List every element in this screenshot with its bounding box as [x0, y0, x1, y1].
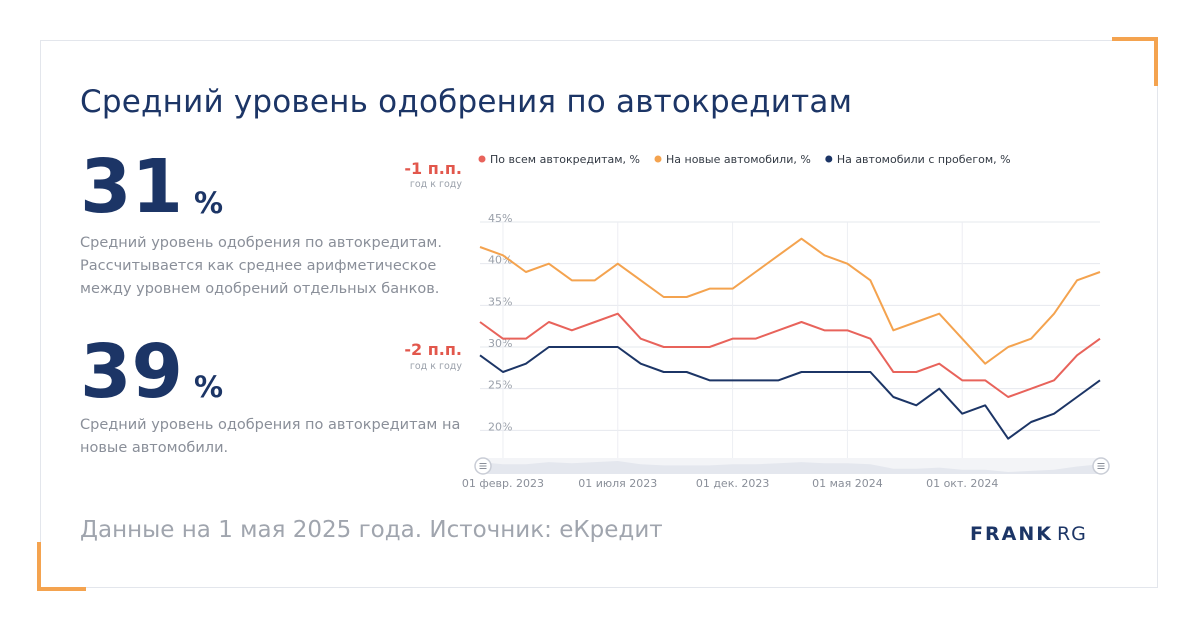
x-tick-label: 01 июля 2023	[578, 477, 657, 490]
stat-description-all: Средний уровень одобрения по автокредита…	[80, 235, 442, 297]
x-tick-label: 01 февр. 2023	[462, 477, 544, 490]
legend-marker-1	[654, 155, 662, 163]
corner-accent-bottom-left	[37, 542, 86, 591]
series-line-0	[479, 312, 1101, 398]
y-tick-label: 25%	[488, 379, 512, 392]
stat-unit-all: %	[194, 186, 224, 220]
stat-unit-new: %	[194, 370, 224, 404]
zoom-slider-preview	[480, 461, 1100, 474]
x-tick-label: 01 дек. 2023	[696, 477, 770, 490]
y-tick-label: 30%	[488, 337, 512, 350]
stat-value-new: 39	[80, 329, 183, 415]
stat-change-new: -2 п.п.	[404, 340, 462, 359]
frank-rg-logo: FRANK RG	[970, 523, 1087, 545]
stat-change-label-all: год к году	[409, 179, 462, 190]
corner-accent-top-right	[1112, 37, 1158, 86]
x-tick-label: 01 мая 2024	[812, 477, 883, 490]
footer-source: Данные на 1 мая 2025 года. Источник: еКр…	[80, 517, 663, 543]
stat-value-all: 31	[80, 144, 183, 230]
series-line-2	[479, 346, 1101, 440]
y-tick-label: 35%	[488, 295, 512, 308]
legend-marker-0	[478, 155, 486, 163]
card-frame	[40, 40, 1158, 588]
legend-label-0: По всем автокредитам, %	[490, 153, 640, 166]
y-tick-label: 45%	[488, 212, 512, 225]
legend-label-2: На автомобили с пробегом, %	[837, 153, 1011, 166]
series-line-1	[479, 237, 1101, 365]
logo-light: RG	[1056, 523, 1087, 545]
logo-bold: FRANK	[970, 523, 1053, 545]
y-tick-label: 20%	[488, 420, 512, 433]
stat-description-new: Средний уровень одобрения по автокредита…	[80, 417, 461, 456]
legend-marker-2	[825, 155, 833, 163]
x-tick-label: 01 окт. 2024	[926, 477, 998, 490]
stat-change-all: -1 п.п.	[404, 159, 462, 178]
page-title: Средний уровень одобрения по автокредита…	[80, 84, 853, 120]
legend-label-1: На новые автомобили, %	[666, 153, 811, 166]
stat-change-label-new: год к году	[409, 361, 462, 372]
